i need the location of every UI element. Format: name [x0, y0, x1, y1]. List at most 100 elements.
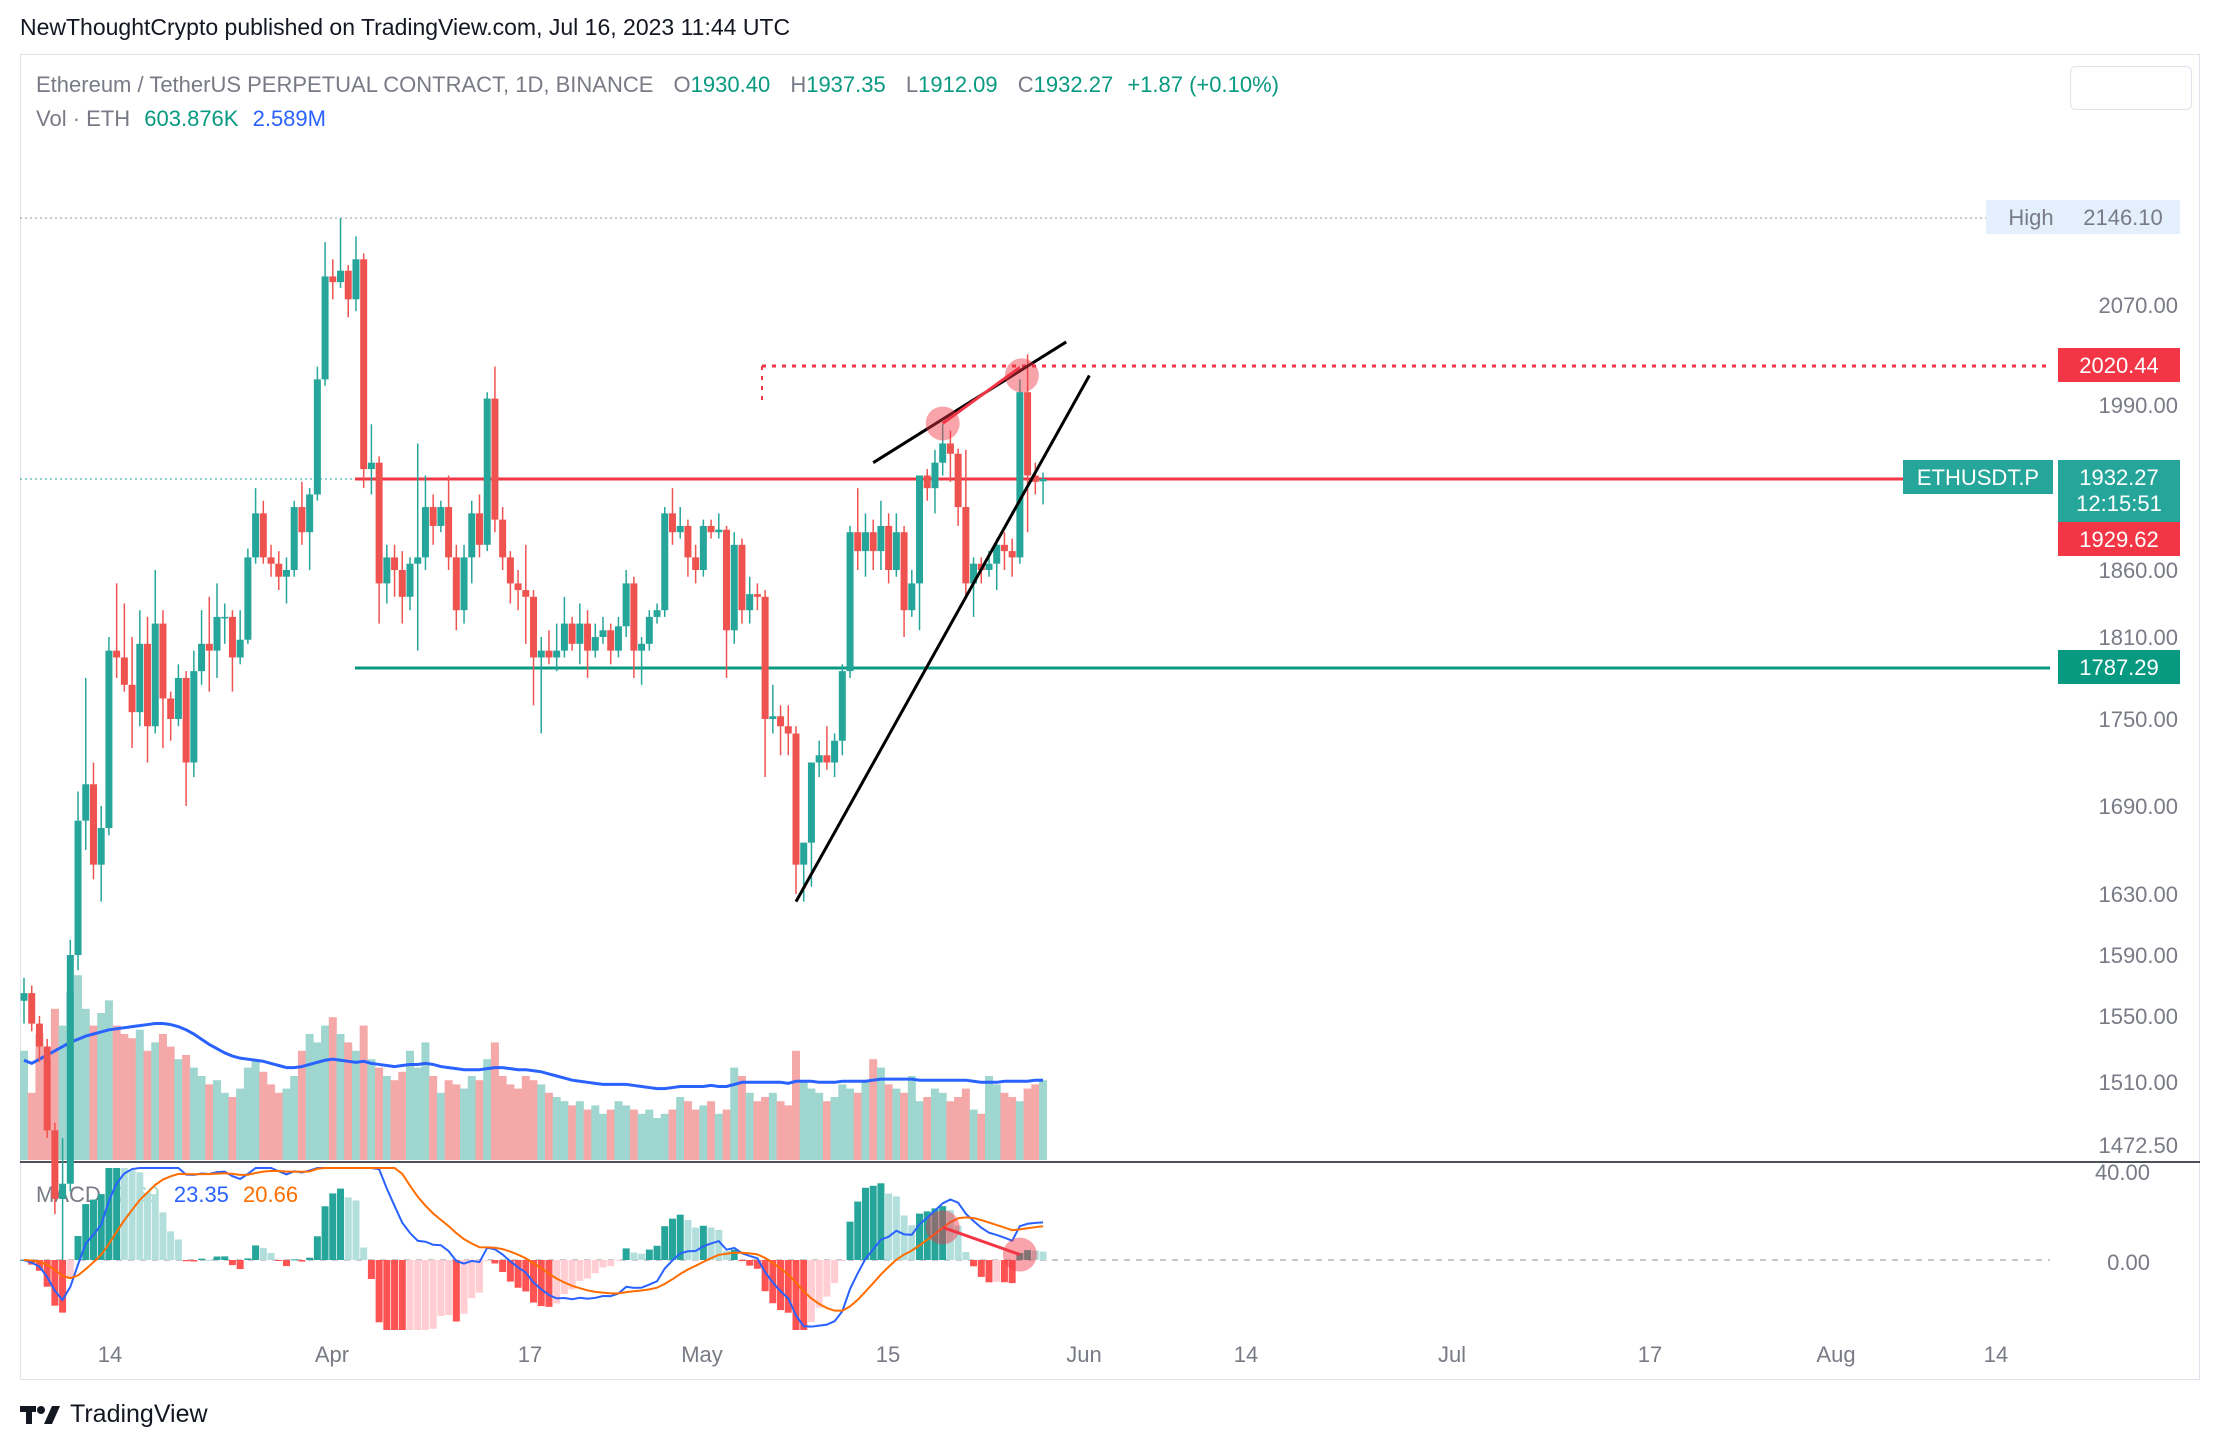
volume-bar — [529, 1080, 538, 1160]
volume-bar — [830, 1097, 839, 1160]
price-axis-label: 1690.00 — [2098, 794, 2178, 819]
macd-histogram-bar — [723, 1250, 731, 1260]
chart-control-box[interactable] — [2070, 66, 2192, 110]
candle — [275, 551, 283, 591]
macd-histogram-bar — [653, 1245, 661, 1260]
candle-body — [861, 532, 869, 552]
candle-body — [228, 616, 236, 658]
volume-bar — [1031, 1084, 1040, 1160]
candle — [460, 544, 468, 624]
candle — [290, 500, 298, 577]
price-axis-label: 1990.00 — [2098, 393, 2178, 418]
volume-bar — [97, 1013, 106, 1160]
candle-body — [499, 519, 507, 558]
volume-bar — [251, 1059, 260, 1160]
volume-bar — [498, 1076, 507, 1160]
candle — [89, 762, 97, 880]
candle-body — [784, 726, 792, 734]
candle-body — [962, 507, 970, 584]
candle — [668, 488, 676, 545]
candle — [483, 392, 491, 552]
candle — [468, 500, 476, 584]
volume-bar — [58, 1025, 67, 1160]
candle — [676, 507, 684, 539]
volume-bar — [622, 1105, 631, 1160]
candle-body — [807, 762, 815, 843]
macd-histogram-bar — [182, 1260, 190, 1262]
volume-bar — [189, 1067, 198, 1160]
candle — [259, 500, 267, 564]
volume-bar — [961, 1088, 970, 1160]
candle — [784, 705, 792, 756]
macd-histogram-bar — [421, 1260, 429, 1330]
candle-body — [1000, 544, 1008, 552]
volume-bar — [128, 1038, 137, 1160]
candle-body — [668, 513, 676, 533]
candle — [113, 583, 121, 678]
candle — [506, 551, 514, 604]
candle-body — [167, 698, 175, 719]
candle — [475, 494, 483, 558]
volume-bar — [467, 1076, 476, 1160]
macd-histogram-bar — [391, 1260, 399, 1330]
volume-bar — [822, 1101, 831, 1160]
candle-body — [815, 755, 823, 763]
volume-bar — [27, 1092, 36, 1160]
divergence-marker — [925, 406, 960, 441]
volume-bar — [50, 1008, 59, 1160]
volume-bar — [846, 1088, 855, 1160]
volume-bar — [653, 1118, 662, 1160]
volume-bar — [776, 1101, 785, 1160]
candle-body — [51, 1130, 59, 1199]
footer-brand[interactable]: TradingView — [20, 1400, 208, 1429]
macd-histogram-bar — [668, 1218, 676, 1260]
volume-bar — [668, 1109, 677, 1160]
candle — [445, 475, 453, 570]
candle — [74, 791, 82, 971]
candle — [1031, 462, 1039, 495]
candle — [638, 637, 646, 685]
candle-body — [306, 494, 314, 533]
volume-bar — [884, 1084, 893, 1160]
high-tag-bg — [1986, 200, 2076, 234]
candle — [105, 637, 113, 836]
volume-bar — [282, 1088, 291, 1160]
candle-body — [653, 610, 661, 617]
volume-bar — [869, 1059, 878, 1160]
divergence-marker — [1004, 358, 1039, 393]
candle-body — [576, 623, 584, 644]
candle — [514, 570, 522, 611]
macd-histogram-bar — [267, 1253, 275, 1260]
volume-bar — [460, 1088, 469, 1160]
candle — [939, 424, 947, 476]
macd-histogram-bar — [800, 1260, 808, 1330]
candle-body — [89, 784, 97, 865]
candle — [723, 525, 731, 678]
candle — [792, 726, 800, 894]
symbol-description: Ethereum / TetherUS PERPETUAL CONTRACT, … — [36, 72, 654, 97]
macd-histogram-bar — [59, 1260, 67, 1313]
volume-bar — [436, 1092, 445, 1160]
macd-histogram-bar — [962, 1252, 970, 1260]
candle-body — [128, 684, 136, 713]
macd-histogram-bar — [784, 1260, 792, 1313]
candle — [182, 671, 190, 806]
macd-axis-label: 40.00 — [2095, 1160, 2150, 1185]
macd-histogram-bar — [854, 1201, 862, 1260]
candle — [429, 494, 437, 545]
macd-histogram-bar — [352, 1200, 360, 1260]
volume-bar — [583, 1109, 592, 1160]
candle-body — [530, 596, 538, 658]
candle-body — [854, 532, 862, 552]
candle — [607, 623, 615, 665]
candle — [120, 603, 128, 692]
candle-body — [267, 557, 275, 564]
price-axis-label: 1472.50 — [2098, 1133, 2178, 1158]
macd-histogram-bar — [661, 1226, 669, 1260]
candle — [1008, 538, 1016, 577]
candle-body — [59, 1183, 67, 1199]
candle-body — [1024, 392, 1032, 476]
candle-body — [144, 643, 152, 727]
macd-histogram-bar — [684, 1219, 692, 1260]
